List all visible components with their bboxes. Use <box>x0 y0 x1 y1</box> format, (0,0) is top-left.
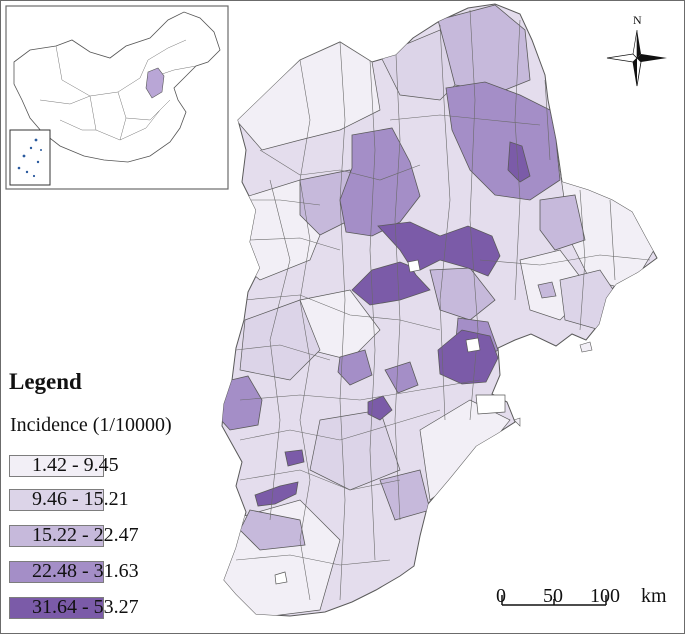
city-district <box>465 337 481 353</box>
region-patch <box>235 41 381 151</box>
legend-swatch <box>9 561 104 583</box>
legend-swatch <box>9 489 104 511</box>
province-lines <box>39 39 197 141</box>
county-boundaries <box>235 9 651 601</box>
legend-swatch <box>9 597 104 619</box>
scale-tick-100: 100 <box>590 585 620 607</box>
region-patch <box>254 481 299 507</box>
region-patch <box>437 4 531 93</box>
region-patch <box>239 299 321 381</box>
region-patch <box>284 449 305 467</box>
city-district <box>537 281 557 299</box>
region-patch <box>367 395 393 421</box>
legend-label: 15.22 - 22.47 <box>32 524 139 546</box>
region-patch <box>507 141 531 183</box>
china-outline <box>13 11 221 163</box>
south-sea-islands <box>17 138 42 178</box>
inset-map <box>5 5 229 190</box>
region-patch <box>384 361 419 394</box>
north-label: N <box>633 13 642 27</box>
legend-title: Legend <box>9 369 82 394</box>
region-patch <box>429 267 496 321</box>
legend-subtitle: Incidence (1/10000) <box>10 414 172 436</box>
legend-swatch <box>9 455 104 477</box>
legend-label: 31.64 - 53.27 <box>32 596 139 618</box>
city-district <box>274 571 288 585</box>
coastal-island <box>513 417 521 427</box>
region-patch <box>337 349 373 386</box>
coastal-island <box>579 341 593 353</box>
legend-swatch <box>9 525 104 547</box>
north-arrow: N <box>606 13 667 87</box>
region-patch <box>437 329 499 385</box>
scale-tick-0: 0 <box>496 585 506 607</box>
scale-bar: 0 50 100 km <box>496 585 667 607</box>
legend-label: 9.46 - 15.21 <box>32 488 129 510</box>
city-district <box>475 394 506 415</box>
legend-label: 22.48 - 31.63 <box>32 560 139 582</box>
scale-tick-50: 50 <box>543 585 563 607</box>
south-sea-inset <box>9 129 51 186</box>
main-region-map <box>221 3 658 617</box>
legend-label: 1.42 - 9.45 <box>32 454 119 476</box>
scale-unit: km <box>641 585 667 607</box>
region-patch <box>539 194 586 251</box>
study-area-highlight <box>145 67 165 99</box>
city-district <box>407 259 421 273</box>
